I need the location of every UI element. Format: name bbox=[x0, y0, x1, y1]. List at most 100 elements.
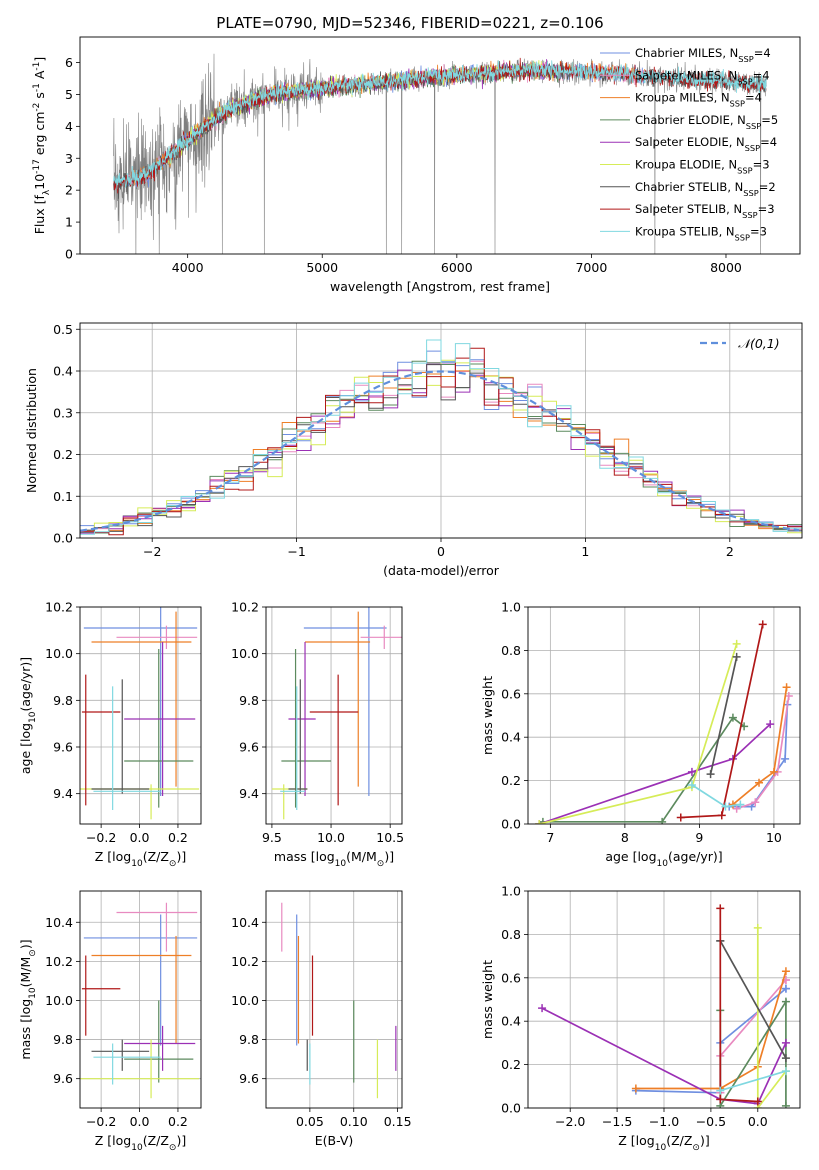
weight_vs_age-point-kroupa-elodie bbox=[732, 639, 741, 648]
mass_vs_Z-ytick-label: 10.4 bbox=[45, 915, 73, 930]
spectrum-xtick-label: 7000 bbox=[575, 260, 607, 275]
age_vs_mass-xtick-label: 10.0 bbox=[317, 830, 345, 845]
age_vs_mass-plot bbox=[271, 607, 402, 820]
weight_vs_age-frame bbox=[527, 606, 801, 825]
age_vs_mass-xtick-label: 9.5 bbox=[262, 830, 282, 845]
spectrum-legend-label: Chabrier MILES, NSSP=4 bbox=[635, 46, 771, 64]
weight_vs_Z-xtick-label: −1.5 bbox=[602, 1114, 632, 1129]
weight_vs_Z-point-salpeter-elodie bbox=[538, 1004, 547, 1013]
weight_vs_Z-ytick-label: 0.2 bbox=[501, 1057, 521, 1072]
spectrum-ytick-label: 2 bbox=[65, 183, 73, 198]
residuals-ytick-label: 0.5 bbox=[53, 322, 73, 337]
spectrum-legend-label: Chabrier ELODIE, NSSP=5 bbox=[635, 113, 778, 131]
gaussian-curve bbox=[80, 370, 800, 532]
weight_vs_Z-xtick-label: −0.5 bbox=[696, 1114, 726, 1129]
weight_vs_age-point-chabrier-elodie bbox=[728, 713, 737, 722]
residuals-ytick-label: 0.2 bbox=[53, 447, 73, 462]
mass_vs_ebv-ytick-label: 10.0 bbox=[231, 993, 259, 1008]
weight_vs_Z-point-salpeter-stelib bbox=[753, 1097, 762, 1106]
age_vs_mass-xlabel: mass [log10(M/M⊙)] bbox=[274, 849, 394, 869]
weight_vs_Z-ytick-label: 0.6 bbox=[501, 970, 521, 985]
weight_vs_age-point-kroupa-stelib bbox=[687, 780, 696, 789]
weight_vs_age-frame-group bbox=[524, 606, 801, 828]
weight_vs_age-line-chabrier-stelib bbox=[709, 656, 738, 775]
weight_vs_Z-ylabel: mass weight bbox=[480, 960, 495, 1039]
weight_vs_Z-xtick-label: 0.0 bbox=[748, 1114, 768, 1129]
mass_vs_ebv-xtick-label: 0.15 bbox=[384, 1114, 412, 1129]
spectrum-legend-label: Salpeter STELIB, NSSP=3 bbox=[635, 202, 775, 220]
age_vs_Z-xtick-label: 0.2 bbox=[168, 830, 188, 845]
weight_vs_age-ytick-label: 0.6 bbox=[501, 686, 521, 701]
weight_vs_age-xtick-label: 9 bbox=[695, 830, 703, 845]
spectrum-legend-label: Kroupa MILES, NSSP=4 bbox=[635, 91, 762, 109]
weight_vs_Z-point-chabrier-elodie bbox=[781, 1101, 790, 1108]
weight_vs_Z-ytick-label: 0.4 bbox=[501, 1014, 521, 1029]
spectrum-legend-label: Kroupa STELIB, NSSP=3 bbox=[635, 224, 767, 242]
spectrum-frame-group bbox=[76, 36, 801, 258]
age_vs_Z-plot bbox=[80, 607, 200, 820]
weight_vs_age-ytick-label: 0.4 bbox=[501, 730, 521, 745]
age_vs_mass-frame-group bbox=[262, 606, 403, 828]
mass_vs_ebv-axes bbox=[266, 891, 402, 1108]
age_vs_Z-frame bbox=[79, 606, 202, 825]
spectrum-series-chabrier-stelib bbox=[113, 61, 767, 199]
spectrum-plot bbox=[113, 53, 767, 254]
mass_vs_Z-xtick-label: 0.0 bbox=[130, 1114, 150, 1129]
mass_vs_ebv-ytick-label: 9.8 bbox=[239, 1032, 259, 1047]
weight_vs_Z-point-kroupa-stelib bbox=[716, 1086, 725, 1095]
weight_vs_Z-line-salpeter-elodie bbox=[541, 1007, 787, 1105]
spectrum-legend-label: Kroupa ELODIE, NSSP=3 bbox=[635, 158, 770, 176]
weight_vs_age-ytick-label: 1.0 bbox=[501, 600, 521, 615]
mass_vs_Z-xtick-label: 0.2 bbox=[168, 1114, 188, 1129]
residuals-plot bbox=[80, 339, 802, 536]
residuals-xtick-label: 1 bbox=[581, 544, 589, 559]
weight_vs_Z-point-kroupa-elodie bbox=[753, 923, 762, 932]
weight_vs_Z-axes bbox=[528, 890, 800, 1109]
spectrum-xlabel: wavelength [Angstrom, rest frame] bbox=[330, 279, 550, 294]
spectrum-frame bbox=[79, 36, 801, 255]
mass_vs_Z-frame bbox=[79, 890, 202, 1109]
weight_vs_Z-ytick-label: 1.0 bbox=[501, 884, 521, 899]
spectrum-legend-label: Salpeter MILES, NSSP=4 bbox=[635, 68, 770, 86]
age_vs_mass-ytick-label: 9.4 bbox=[239, 786, 259, 801]
weight_vs_age-point-kroupa-miles bbox=[782, 683, 791, 692]
spectrum-ytick-label: 0 bbox=[65, 247, 73, 262]
spectrum-ytick-label: 6 bbox=[65, 55, 73, 70]
weight_vs_Z-xtick-label: −1.0 bbox=[649, 1114, 679, 1129]
age_vs_Z-xtick-label: 0.0 bbox=[130, 830, 150, 845]
weight_vs_age-point-salpeter-stelib bbox=[676, 813, 685, 822]
weight_vs_Z-point-kroupa-miles bbox=[631, 1084, 640, 1093]
weight_vs_Z-point-chabrier-miles bbox=[781, 984, 790, 993]
mass_vs_ebv-xlabel: E(B-V) bbox=[315, 1133, 354, 1148]
residuals-ytick-label: 0.0 bbox=[53, 531, 73, 546]
weight_vs_Z-ytick-label: 0.0 bbox=[501, 1101, 521, 1116]
mass_vs_ebv-xtick-label: 0.10 bbox=[340, 1114, 368, 1129]
weight_vs_age-point-salpeter-elodie bbox=[766, 720, 775, 729]
age_vs_mass-ytick-label: 9.8 bbox=[239, 693, 259, 708]
age_vs_mass-ytick-label: 9.6 bbox=[239, 740, 259, 755]
residuals-ytick-label: 0.4 bbox=[53, 364, 73, 379]
weight_vs_age-ylabel: mass weight bbox=[480, 676, 495, 755]
weight_vs_age-point-chabrier-elodie bbox=[658, 817, 667, 824]
age_vs_Z-ytick-label: 10.0 bbox=[45, 646, 73, 661]
weight_vs_age-line-chabrier-miles bbox=[729, 704, 789, 808]
age_vs_Z-ytick-label: 9.6 bbox=[53, 740, 73, 755]
mass_vs_ebv-ytick-label: 10.4 bbox=[231, 915, 259, 930]
spectrum-ytick-label: 5 bbox=[65, 87, 73, 102]
age_vs_Z-ytick-label: 9.8 bbox=[53, 693, 73, 708]
mass_vs_ebv-plot bbox=[281, 902, 397, 1099]
age_vs_Z-xtick-label: −0.2 bbox=[86, 830, 116, 845]
age_vs_mass-frame bbox=[265, 606, 403, 825]
weight_vs_age-point-salpeter-miles bbox=[732, 804, 741, 813]
residuals-ylabel: Normed distribution bbox=[24, 368, 39, 493]
mass_vs_Z-ytick-label: 10.2 bbox=[45, 954, 73, 969]
weight_vs_age-point-salpeter-stelib bbox=[717, 811, 726, 820]
residuals-xtick-label: 0 bbox=[437, 544, 445, 559]
weight_vs_age-point-chabrier-stelib bbox=[706, 770, 715, 779]
weight_vs_Z-point-salpeter-stelib bbox=[716, 1095, 725, 1104]
mass_vs_Z-ytick-label: 9.8 bbox=[53, 1032, 73, 1047]
weight_vs_age-point-salpeter-miles bbox=[751, 798, 760, 807]
weight_vs_age-point-kroupa-miles bbox=[769, 767, 778, 776]
spectrum-ytick-label: 3 bbox=[65, 151, 73, 166]
